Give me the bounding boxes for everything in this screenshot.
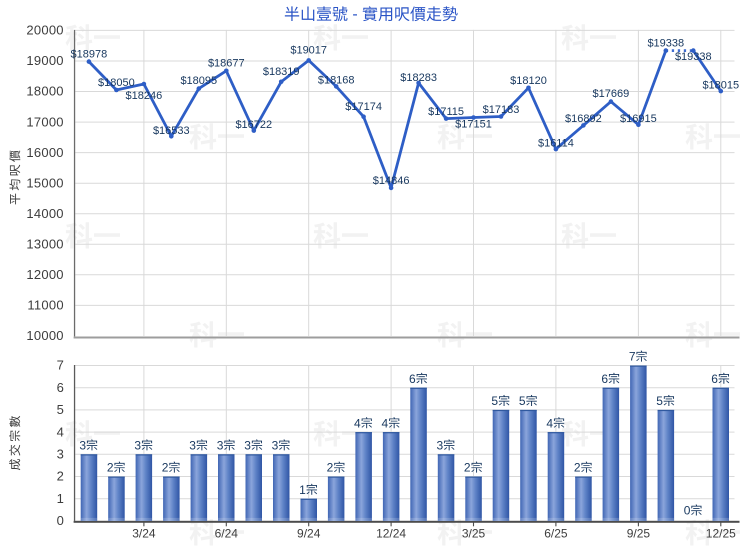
svg-text:0: 0 <box>684 504 691 518</box>
svg-text:2: 2 <box>57 469 64 484</box>
svg-text:$18050: $18050 <box>98 77 135 89</box>
svg-text:3: 3 <box>272 439 279 453</box>
svg-text:$17183: $17183 <box>483 104 520 116</box>
svg-text:2: 2 <box>107 461 114 475</box>
svg-text:$16722: $16722 <box>235 119 272 131</box>
svg-text:3: 3 <box>79 439 86 453</box>
svg-text:3: 3 <box>57 447 64 462</box>
svg-text:6: 6 <box>409 372 416 386</box>
svg-text:6: 6 <box>711 372 718 386</box>
svg-text:5: 5 <box>491 394 498 408</box>
svg-text:6: 6 <box>601 372 608 386</box>
svg-text:14000: 14000 <box>26 206 63 221</box>
svg-text:$17151: $17151 <box>455 118 492 130</box>
svg-text:11000: 11000 <box>27 298 63 313</box>
svg-text:3: 3 <box>134 439 141 453</box>
svg-text:0: 0 <box>57 513 64 528</box>
svg-text:-: - <box>352 6 357 23</box>
svg-text:3/25: 3/25 <box>462 527 486 541</box>
svg-text:$18246: $18246 <box>126 90 163 102</box>
svg-text:1: 1 <box>57 491 64 506</box>
svg-text:5: 5 <box>57 402 64 417</box>
svg-text:9/25: 9/25 <box>627 527 651 541</box>
svg-text:$18095: $18095 <box>180 75 217 87</box>
svg-text:$18120: $18120 <box>510 75 547 87</box>
svg-text:$18015: $18015 <box>702 79 739 91</box>
svg-text:$19338: $19338 <box>675 51 712 63</box>
svg-text:$17174: $17174 <box>345 101 382 113</box>
svg-text:4: 4 <box>354 416 361 430</box>
svg-text:2: 2 <box>574 461 581 475</box>
svg-text:4: 4 <box>546 416 553 430</box>
svg-text:9/24: 9/24 <box>297 527 321 541</box>
svg-text:$17669: $17669 <box>593 88 630 100</box>
svg-text:20000: 20000 <box>26 23 63 38</box>
svg-text:3: 3 <box>437 439 444 453</box>
svg-text:4: 4 <box>382 416 389 430</box>
svg-text:17000: 17000 <box>26 114 63 129</box>
svg-text:10000: 10000 <box>26 328 63 343</box>
svg-text:7: 7 <box>57 358 64 373</box>
svg-text:3: 3 <box>189 439 196 453</box>
svg-text:$16915: $16915 <box>620 113 657 125</box>
svg-text:6/25: 6/25 <box>544 527 568 541</box>
svg-text:4: 4 <box>57 424 64 439</box>
svg-text:$18283: $18283 <box>400 72 437 84</box>
svg-text:1: 1 <box>299 483 306 497</box>
svg-text:$19017: $19017 <box>290 45 327 57</box>
svg-text:$16114: $16114 <box>538 138 574 150</box>
svg-text:12/25: 12/25 <box>706 527 736 541</box>
svg-text:$18978: $18978 <box>71 48 108 60</box>
svg-text:5: 5 <box>656 394 663 408</box>
svg-text:2: 2 <box>162 461 169 475</box>
svg-text:6/24: 6/24 <box>215 527 239 541</box>
svg-text:$16892: $16892 <box>565 113 602 125</box>
svg-text:$17115: $17115 <box>428 106 464 118</box>
svg-text:$18677: $18677 <box>208 58 245 70</box>
svg-text:16000: 16000 <box>26 145 63 160</box>
svg-text:2: 2 <box>327 461 334 475</box>
svg-text:13000: 13000 <box>26 237 63 252</box>
svg-text:19000: 19000 <box>26 53 63 68</box>
svg-text:5: 5 <box>519 394 526 408</box>
svg-text:$16533: $16533 <box>153 125 190 137</box>
svg-text:$14846: $14846 <box>373 175 410 187</box>
svg-text:$18319: $18319 <box>263 66 300 78</box>
svg-text:12/24: 12/24 <box>376 527 406 541</box>
svg-text:6: 6 <box>57 380 64 395</box>
svg-text:3: 3 <box>217 439 224 453</box>
svg-text:15000: 15000 <box>26 175 63 190</box>
svg-text:2: 2 <box>464 461 471 475</box>
svg-text:$19338: $19338 <box>647 37 684 49</box>
svg-text:18000: 18000 <box>26 84 63 99</box>
svg-text:3/24: 3/24 <box>132 527 156 541</box>
svg-text:$18168: $18168 <box>318 75 355 87</box>
svg-text:3: 3 <box>244 439 251 453</box>
svg-text:12000: 12000 <box>26 267 63 282</box>
svg-text:7: 7 <box>629 350 636 364</box>
